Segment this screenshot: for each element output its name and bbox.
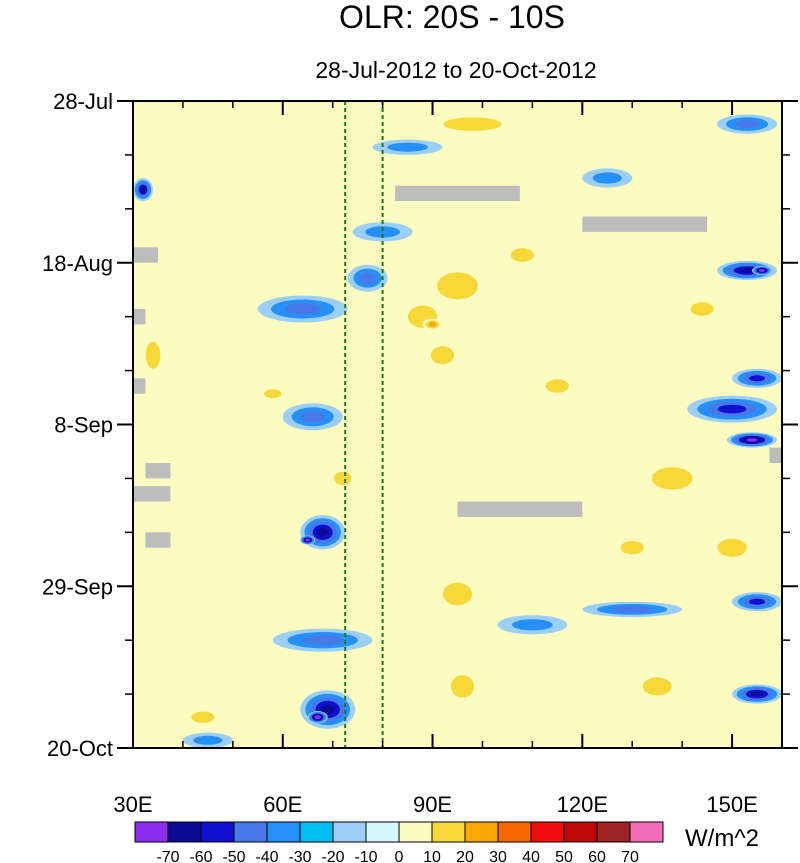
anomaly-contour (145, 341, 161, 369)
chart-subtitle: 28-Jul-2012 to 20-Oct-2012 (315, 57, 596, 83)
colorbar-swatch (167, 821, 202, 843)
colorbar-label: -60 (189, 849, 212, 863)
x-tick-label: 60E (263, 792, 302, 817)
colorbar-label: -10 (354, 849, 377, 863)
missing-data-block (133, 486, 171, 502)
x-tick-label: 120E (557, 792, 608, 817)
colorbar-swatch (266, 821, 301, 843)
y-tick-label: 29-Sep (42, 574, 113, 599)
anomaly-contour (620, 541, 644, 555)
anomaly-contour (717, 404, 747, 414)
anomaly-contour (437, 272, 478, 300)
x-tick-label: 90E (413, 792, 452, 817)
colorbar-swatch (563, 821, 598, 843)
colorbar-label: 0 (395, 849, 404, 863)
missing-data-block (769, 447, 782, 463)
colorbar-label: 30 (489, 849, 507, 863)
anomaly-contour (428, 322, 437, 327)
missing-data-block (457, 501, 583, 517)
missing-data-block (582, 216, 708, 232)
colorbar-label: -40 (255, 849, 278, 863)
anomaly-contour (334, 471, 352, 486)
colorbar-label: -70 (156, 849, 179, 863)
background-fill (133, 101, 782, 748)
chart-title: OLR: 20S - 10S (339, 0, 565, 35)
colorbar-swatch (431, 821, 466, 843)
anomaly-contour (512, 619, 553, 631)
plot-area (133, 101, 782, 748)
anomaly-contour (300, 411, 326, 423)
colorbar-label: 10 (423, 849, 441, 863)
y-tick-label: 20-Oct (47, 736, 113, 761)
colorbar-label: 20 (456, 849, 474, 863)
anomaly-contour (717, 538, 747, 557)
anomaly-contour (750, 691, 764, 697)
anomaly-contour (760, 269, 764, 272)
colorbar-swatch (596, 821, 631, 843)
anomaly-contour (193, 735, 223, 745)
anomaly-contour (746, 438, 758, 442)
missing-data-block (133, 247, 158, 263)
anomaly-contour (320, 704, 335, 715)
colorbar-label: 60 (588, 849, 606, 863)
anomaly-contour (306, 539, 310, 541)
colorbar-swatch (134, 821, 169, 843)
x-tick-label: 150E (706, 792, 757, 817)
colorbar-swatch (464, 821, 499, 843)
anomaly-contour (140, 186, 146, 193)
anomaly-contour (642, 677, 672, 696)
missing-data-block (145, 532, 171, 548)
anomaly-contour (264, 389, 282, 399)
anomaly-contour (545, 379, 569, 393)
anomaly-contour (611, 606, 653, 613)
anomaly-contour (734, 120, 760, 129)
anomaly-contour (651, 467, 693, 490)
anomaly-contour (316, 527, 329, 537)
colorbar-swatch (497, 821, 532, 843)
colorbar-swatch (200, 821, 235, 843)
colorbar-swatch (530, 821, 565, 843)
x-tick-label: 30E (113, 792, 152, 817)
colorbar-label: -20 (321, 849, 344, 863)
anomaly-contour (191, 711, 215, 723)
anomaly-contour (450, 675, 475, 698)
anomaly-contour (749, 375, 765, 382)
colorbar-swatch (398, 821, 433, 843)
colorbar-swatch (629, 821, 664, 843)
anomaly-contour (592, 172, 622, 184)
anomaly-contour (387, 142, 428, 152)
anomaly-contour (442, 582, 473, 606)
missing-data-block (133, 378, 146, 394)
missing-data-block (133, 309, 146, 325)
colorbar-label: -30 (288, 849, 311, 863)
anomaly-contour (365, 226, 401, 238)
colorbar-swatch (299, 821, 334, 843)
anomaly-contour (510, 248, 534, 262)
missing-data-block (395, 185, 520, 202)
anomaly-contour (443, 117, 502, 131)
anomaly-contour (315, 716, 320, 719)
anomaly-contour (739, 268, 755, 273)
colorbar-swatch (365, 821, 400, 843)
anomaly-contour (284, 303, 322, 315)
colorbar-unit: W/m^2 (685, 825, 759, 852)
anomaly-contour (430, 346, 455, 365)
y-tick-label: 8-Sep (54, 413, 113, 438)
colorbar-swatch (332, 821, 367, 843)
anomaly-contour (749, 598, 765, 605)
colorbar-label: 40 (522, 849, 540, 863)
colorbar-label: -50 (222, 849, 245, 863)
y-tick-label: 18-Aug (42, 251, 113, 276)
anomaly-contour (302, 635, 344, 645)
colorbar-label: 70 (621, 849, 639, 863)
colorbar-swatch (233, 821, 268, 843)
colorbar-label: 50 (555, 849, 573, 863)
missing-data-block (145, 463, 171, 479)
anomaly-contour (359, 272, 376, 284)
y-tick-label: 28-Jul (53, 89, 113, 114)
anomaly-contour (690, 302, 714, 316)
